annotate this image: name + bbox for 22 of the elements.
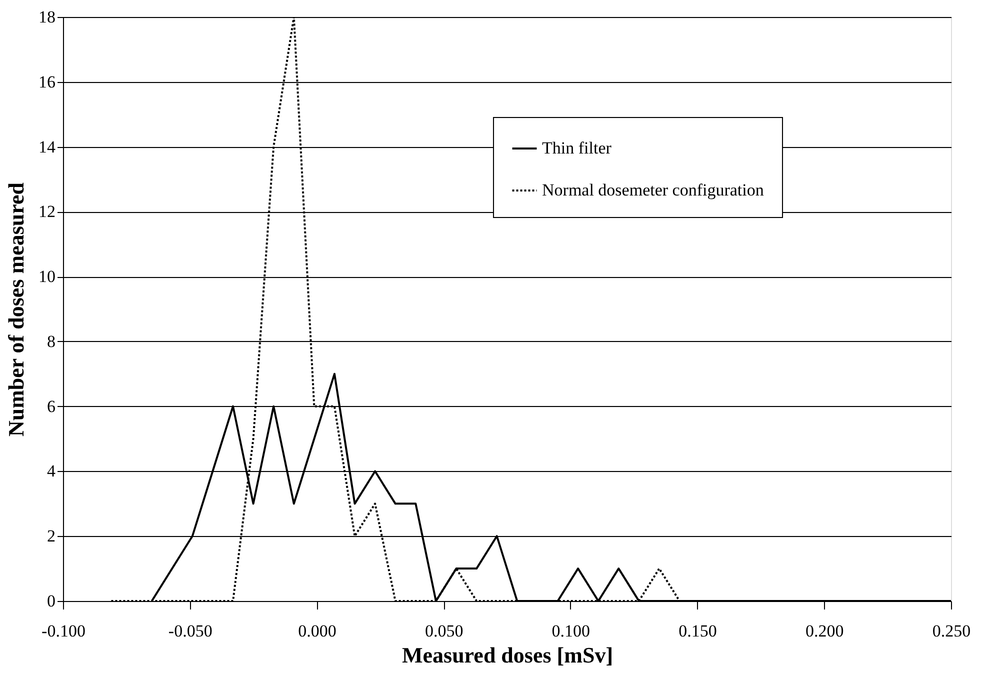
legend-label: Normal dosemeter configuration [542,180,764,200]
x-tick-label: -0.050 [168,622,212,640]
y-tick-label: 0 [47,592,56,610]
y-tick-label: 6 [47,396,56,416]
y-axis-title: Number of doses measured [4,182,28,437]
y-tick-label: 8 [47,332,56,351]
y-tick-label: 10 [38,267,56,286]
y-tick-label: 2 [47,526,56,546]
x-tick-label: 0.000 [298,622,336,640]
y-tick-label: 18 [38,8,56,26]
x-axis-title: Measured doses [mSv] [402,642,614,668]
x-tick-label: 0.100 [552,622,590,640]
y-tick-label: 4 [47,462,56,481]
x-tick-label: -0.100 [42,622,86,640]
x-tick-label: 0.150 [678,622,717,640]
x-tick-label: 0.050 [424,622,464,640]
x-tick-label: 0.250 [932,622,971,640]
legend-label: Thin filter [542,138,612,158]
x-tick-label: 0.200 [806,622,844,640]
y-tick-label: 16 [38,72,56,92]
y-tick-label: 12 [38,202,56,222]
y-tick-label: 14 [38,137,56,156]
